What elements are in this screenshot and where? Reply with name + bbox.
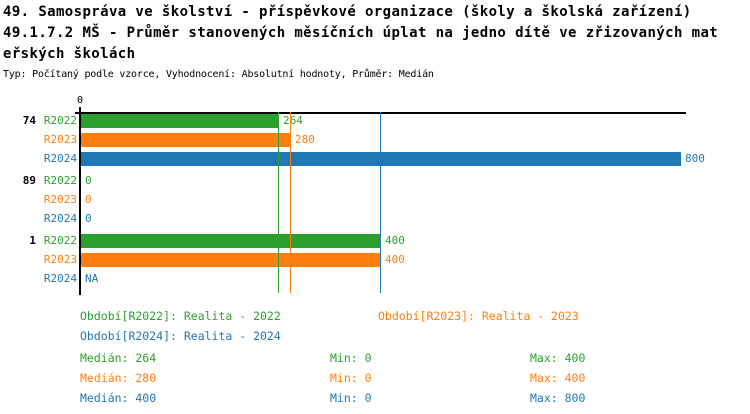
- bar-value-89-R2024: 0: [85, 212, 92, 225]
- legend-item-r2023: Období[R2023]: Realita - 2023: [378, 309, 579, 323]
- bar-value-89-R2022: 0: [85, 174, 92, 187]
- stat-median-r2024: Medián: 400: [80, 391, 157, 405]
- group-label-1: 1: [29, 234, 36, 247]
- row-label-R2024: R2024: [43, 212, 77, 225]
- bar-74-R2024: [81, 152, 681, 166]
- bar-value-74-R2022: 264: [283, 114, 303, 127]
- median-line-R2024: [380, 112, 381, 293]
- axis-tick-0: 0: [76, 95, 84, 106]
- legend-item-r2024: Období[R2024]: Realita - 2024: [80, 329, 281, 343]
- report-title-line-3: eřských školách: [3, 46, 136, 62]
- row-label-R2024: R2024: [43, 272, 77, 285]
- y-axis-line: [79, 107, 81, 295]
- bar-value-1-R2022: 400: [385, 234, 405, 247]
- median-line-R2023: [290, 112, 291, 293]
- bar-value-74-R2024: 800: [685, 152, 705, 165]
- stat-max-r2024: Max: 800: [530, 391, 586, 405]
- report-title-line-1: 49. Samospráva ve školství - příspěvkové…: [3, 4, 692, 20]
- bar-value-1-R2023: 400: [385, 253, 405, 266]
- stat-min-r2024: Min: 0: [330, 391, 372, 405]
- bar-74-R2023: [81, 133, 291, 147]
- row-label-R2022: R2022: [43, 174, 77, 187]
- bar-value-1-R2024: NA: [85, 272, 99, 285]
- report-title-line-2: 49.1.7.2 MŠ - Průměr stanovených měsíční…: [3, 25, 719, 41]
- stat-median-r2022: Medián: 264: [80, 351, 157, 365]
- bar-value-89-R2023: 0: [85, 193, 92, 206]
- bar-1-R2023: [81, 253, 381, 267]
- stat-max-r2022: Max: 400: [530, 351, 586, 365]
- stat-max-r2023: Max: 400: [530, 371, 586, 385]
- row-label-R2022: R2022: [43, 114, 77, 127]
- bar-74-R2022: [81, 114, 279, 128]
- bar-value-74-R2023: 280: [295, 133, 315, 146]
- median-line-R2022: [278, 112, 279, 293]
- row-label-R2022: R2022: [43, 234, 77, 247]
- group-label-74: 74: [22, 114, 36, 127]
- report-header: 49. Samospráva ve školství - příspěvkové…: [3, 2, 718, 80]
- legend-item-r2022: Období[R2022]: Realita - 2022: [80, 309, 281, 323]
- row-label-R2023: R2023: [43, 133, 77, 146]
- report-meta: Typ: Počítaný podle vzorce, Vyhodnocení:…: [3, 69, 434, 80]
- stat-min-r2022: Min: 0: [330, 351, 372, 365]
- stat-min-r2023: Min: 0: [330, 371, 372, 385]
- group-label-89: 89: [22, 174, 36, 187]
- row-label-R2024: R2024: [43, 152, 77, 165]
- row-label-R2023: R2023: [43, 253, 77, 266]
- bar-1-R2022: [81, 234, 381, 248]
- row-label-R2023: R2023: [43, 193, 77, 206]
- stat-median-r2023: Medián: 280: [80, 371, 157, 385]
